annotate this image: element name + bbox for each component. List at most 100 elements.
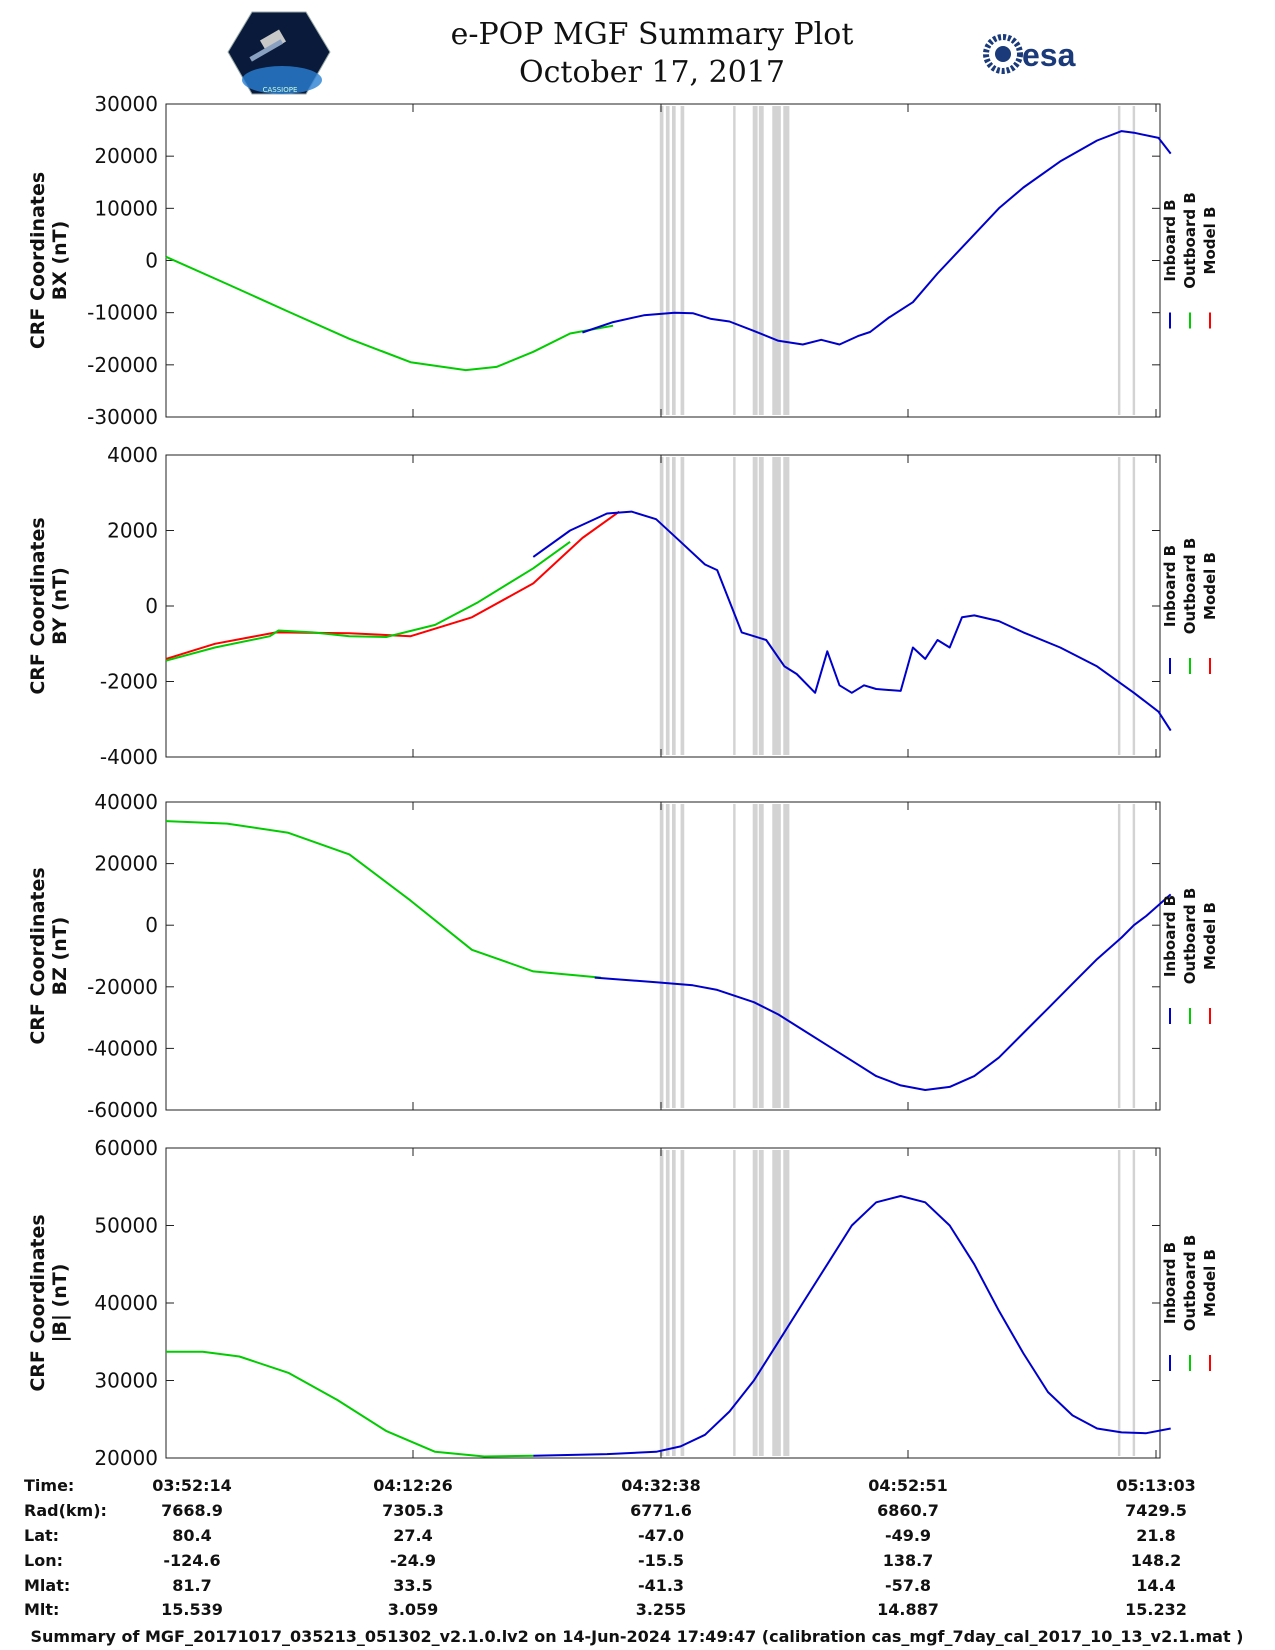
y-tick-label: -20000 bbox=[87, 975, 158, 999]
title-line-1: e-POP MGF Summary Plot bbox=[451, 17, 854, 52]
orbit-value: 6860.7 bbox=[877, 1501, 939, 1520]
legend-label-model: Model B bbox=[1201, 902, 1219, 970]
y-tick-label: 30000 bbox=[94, 1369, 158, 1393]
chart-panel-1: -30000 -20000 -10000 0 10000 20000 30000 CRF Co… bbox=[27, 92, 1219, 429]
flag-band bbox=[1132, 1150, 1136, 1456]
orbit-row-label: Lat: bbox=[24, 1526, 59, 1545]
y-tick-label: -2000 bbox=[100, 670, 158, 694]
y-tick-label: 50000 bbox=[94, 1214, 158, 1238]
flag-band bbox=[752, 804, 758, 1108]
y-tick-label: 0 bbox=[145, 249, 158, 273]
flag-band bbox=[672, 457, 676, 755]
flag-band bbox=[665, 1150, 670, 1456]
flag-band bbox=[680, 457, 685, 755]
flag-band bbox=[680, 1150, 685, 1456]
orbit-value: -41.3 bbox=[638, 1576, 684, 1595]
y-tick-label: -30000 bbox=[87, 405, 158, 429]
orbit-value: -57.8 bbox=[885, 1576, 931, 1595]
legend-label-model: Model B bbox=[1201, 1249, 1219, 1317]
flag-band bbox=[659, 457, 664, 755]
orbit-value: 15.539 bbox=[161, 1600, 223, 1619]
flag-band bbox=[659, 1150, 664, 1456]
orbit-value: 14.4 bbox=[1136, 1576, 1175, 1595]
series-line-outboard bbox=[165, 540, 571, 662]
orbit-value: -15.5 bbox=[638, 1551, 684, 1570]
orbit-value: 7305.3 bbox=[382, 1501, 444, 1520]
flag-band bbox=[772, 106, 781, 415]
y-tick-label: 40000 bbox=[94, 790, 158, 814]
y-axis-label: |B| (nT) bbox=[49, 1264, 71, 1343]
flag-band bbox=[772, 804, 781, 1108]
y-tick-label: -60000 bbox=[87, 1098, 158, 1122]
orbit-row-label: Time: bbox=[24, 1476, 74, 1495]
y-tick-label: 2000 bbox=[107, 519, 158, 543]
time-tick-label: 04:32:38 bbox=[621, 1476, 701, 1495]
flag-band bbox=[733, 457, 736, 755]
flag-band bbox=[752, 457, 758, 755]
flag-band bbox=[1117, 106, 1121, 415]
series-line-inboard bbox=[532, 510, 1172, 732]
orbit-value: 138.7 bbox=[883, 1551, 934, 1570]
flag-band bbox=[680, 804, 685, 1108]
flag-band bbox=[1132, 457, 1136, 755]
y-axis-label: CRF Coordinates bbox=[27, 867, 49, 1044]
time-tick-label: 03:52:14 bbox=[152, 1476, 232, 1495]
legend-label-model: Model B bbox=[1201, 552, 1219, 620]
legend-label-inboard: Inboard B bbox=[1161, 199, 1179, 281]
flag-band bbox=[672, 106, 676, 415]
y-tick-label: 4000 bbox=[107, 443, 158, 467]
flag-band bbox=[659, 106, 664, 415]
y-axis-label: BY (nT) bbox=[49, 567, 71, 645]
flag-band bbox=[1132, 804, 1136, 1108]
y-axis-label: BZ (nT) bbox=[49, 917, 71, 996]
flag-band bbox=[733, 1150, 736, 1456]
cassiope-logo-text: CASSIOPE bbox=[263, 86, 298, 94]
orbit-value: 80.4 bbox=[172, 1526, 211, 1545]
y-tick-label: 20000 bbox=[94, 144, 158, 168]
orbit-value: -49.9 bbox=[885, 1526, 931, 1545]
orbit-value: 6771.6 bbox=[630, 1501, 692, 1520]
flag-band bbox=[783, 106, 790, 415]
flag-band bbox=[758, 804, 764, 1108]
orbit-value: 27.4 bbox=[393, 1526, 432, 1545]
orbit-row-label: Mlat: bbox=[24, 1576, 70, 1595]
orbit-value: 7668.9 bbox=[161, 1501, 223, 1520]
esa-logo-text: esa bbox=[1022, 37, 1076, 73]
y-tick-label: -10000 bbox=[87, 301, 158, 325]
series-line-model bbox=[165, 510, 620, 660]
y-tick-label: 20000 bbox=[94, 1446, 158, 1470]
flag-band bbox=[672, 1150, 676, 1456]
flag-band bbox=[772, 1150, 781, 1456]
orbit-value: 15.232 bbox=[1125, 1600, 1187, 1619]
flag-band bbox=[758, 106, 764, 415]
flag-band bbox=[783, 1150, 790, 1456]
legend-label-inboard: Inboard B bbox=[1161, 545, 1179, 627]
flag-band bbox=[758, 1150, 764, 1456]
y-axis-label: CRF Coordinates bbox=[27, 172, 49, 349]
flag-band bbox=[772, 457, 781, 755]
series-line-inboard bbox=[582, 130, 1172, 346]
orbit-value: 3.059 bbox=[388, 1600, 439, 1619]
y-tick-label: -40000 bbox=[87, 1036, 158, 1060]
orbit-table: Time: Rad(km): Lat: Lon: Mlat: Mlt: 03:52:14 76… bbox=[24, 1476, 1196, 1619]
series-line-outboard bbox=[165, 820, 601, 979]
orbit-value: -124.6 bbox=[163, 1551, 220, 1570]
time-tick-label: 04:12:26 bbox=[373, 1476, 453, 1495]
flag-band bbox=[733, 804, 736, 1108]
orbit-value: 7429.5 bbox=[1125, 1501, 1187, 1520]
chart-panel-4: 20000 30000 40000 50000 60000 CRF Coordinates… bbox=[27, 1136, 1219, 1470]
y-tick-label: 60000 bbox=[94, 1136, 158, 1160]
y-axis-label: BX (nT) bbox=[49, 221, 71, 301]
flag-band bbox=[752, 106, 758, 415]
y-tick-label: 20000 bbox=[94, 852, 158, 876]
y-tick-label: 0 bbox=[145, 594, 158, 618]
y-tick-label: 30000 bbox=[94, 92, 158, 116]
series-line-inboard bbox=[594, 893, 1172, 1091]
flag-band bbox=[680, 106, 685, 415]
flag-band bbox=[1117, 457, 1121, 755]
flag-band bbox=[752, 1150, 758, 1456]
flag-band bbox=[783, 804, 790, 1108]
flag-band bbox=[665, 106, 670, 415]
flag-band bbox=[1117, 1150, 1121, 1456]
